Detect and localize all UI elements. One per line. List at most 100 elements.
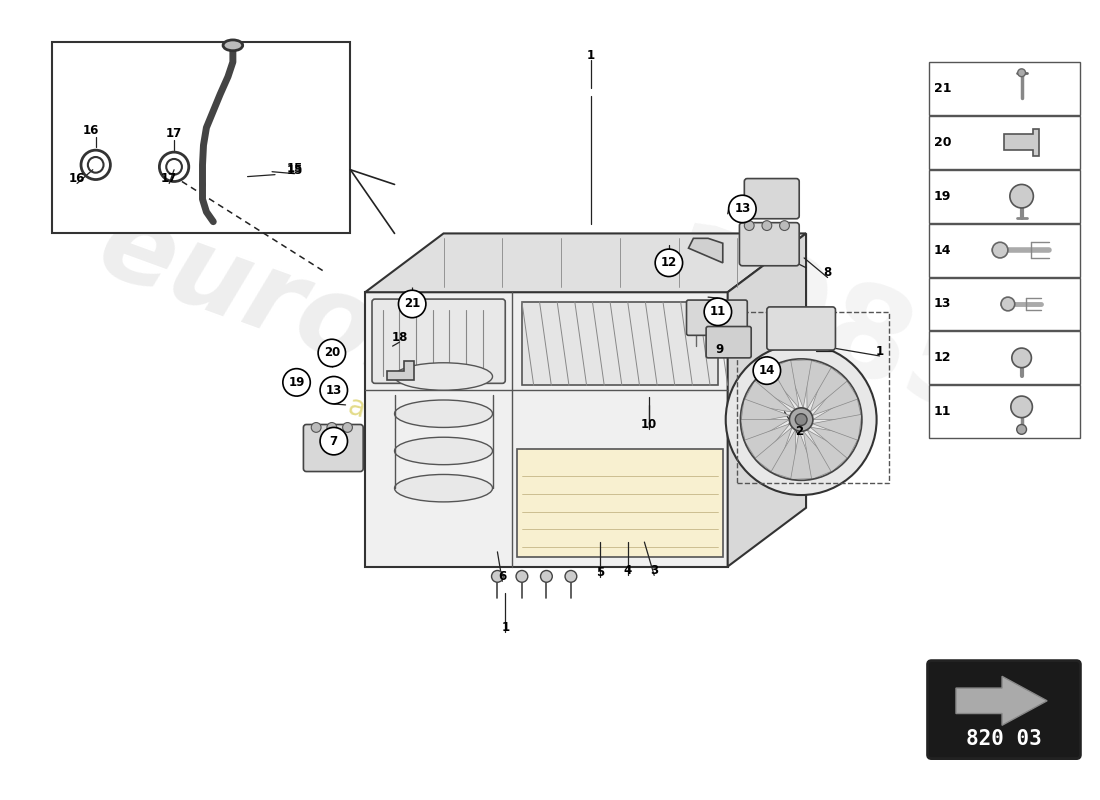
Text: 820 03: 820 03 bbox=[966, 729, 1042, 749]
Circle shape bbox=[1011, 396, 1033, 418]
Text: 21: 21 bbox=[934, 82, 952, 95]
Bar bbox=[928, 170, 1080, 222]
Text: 15: 15 bbox=[287, 164, 304, 178]
Circle shape bbox=[726, 344, 877, 495]
Bar bbox=[52, 42, 351, 234]
FancyBboxPatch shape bbox=[686, 300, 747, 335]
Text: 9: 9 bbox=[716, 342, 724, 355]
Polygon shape bbox=[1004, 129, 1040, 156]
Circle shape bbox=[565, 570, 576, 582]
Text: 14: 14 bbox=[934, 243, 952, 257]
Text: 1: 1 bbox=[876, 345, 883, 358]
Polygon shape bbox=[767, 360, 799, 408]
Circle shape bbox=[790, 408, 813, 431]
Polygon shape bbox=[744, 424, 790, 462]
Bar bbox=[928, 62, 1080, 115]
Text: 13: 13 bbox=[326, 384, 342, 397]
Text: 17: 17 bbox=[161, 172, 177, 185]
Text: 19: 19 bbox=[934, 190, 950, 202]
Polygon shape bbox=[387, 361, 414, 381]
Polygon shape bbox=[812, 414, 861, 440]
FancyBboxPatch shape bbox=[304, 425, 363, 471]
Polygon shape bbox=[812, 377, 858, 415]
Bar bbox=[737, 312, 889, 483]
Text: eurospares: eurospares bbox=[86, 190, 782, 531]
Polygon shape bbox=[740, 399, 790, 425]
Polygon shape bbox=[728, 234, 806, 566]
Circle shape bbox=[780, 221, 790, 230]
Polygon shape bbox=[740, 419, 790, 446]
Polygon shape bbox=[689, 238, 723, 263]
Circle shape bbox=[795, 414, 807, 426]
Circle shape bbox=[398, 290, 426, 318]
Circle shape bbox=[1012, 348, 1032, 368]
Polygon shape bbox=[956, 676, 1047, 726]
FancyBboxPatch shape bbox=[706, 326, 751, 358]
Circle shape bbox=[283, 369, 310, 396]
FancyBboxPatch shape bbox=[745, 178, 800, 218]
Circle shape bbox=[754, 357, 781, 384]
Ellipse shape bbox=[395, 474, 493, 502]
Circle shape bbox=[1018, 69, 1025, 77]
Text: 4: 4 bbox=[624, 564, 631, 577]
FancyBboxPatch shape bbox=[927, 661, 1080, 758]
Polygon shape bbox=[813, 394, 862, 419]
Polygon shape bbox=[751, 367, 795, 410]
FancyBboxPatch shape bbox=[372, 299, 505, 383]
Text: 13: 13 bbox=[734, 202, 750, 215]
Text: 1: 1 bbox=[586, 49, 595, 62]
Polygon shape bbox=[365, 292, 728, 566]
Text: 16: 16 bbox=[82, 124, 99, 137]
Text: 2: 2 bbox=[795, 425, 803, 438]
Circle shape bbox=[1010, 185, 1033, 208]
Circle shape bbox=[320, 427, 348, 455]
Bar bbox=[928, 224, 1080, 277]
Text: 11: 11 bbox=[710, 306, 726, 318]
Ellipse shape bbox=[395, 400, 493, 427]
Bar bbox=[521, 302, 718, 386]
Circle shape bbox=[327, 422, 337, 432]
Polygon shape bbox=[365, 234, 806, 292]
Text: 20: 20 bbox=[934, 136, 952, 149]
Polygon shape bbox=[785, 360, 812, 408]
Ellipse shape bbox=[395, 438, 493, 465]
Text: 21: 21 bbox=[404, 298, 420, 310]
Circle shape bbox=[342, 422, 352, 432]
FancyBboxPatch shape bbox=[767, 307, 836, 350]
Polygon shape bbox=[806, 359, 832, 410]
Circle shape bbox=[516, 570, 528, 582]
Polygon shape bbox=[791, 431, 817, 479]
Text: 20: 20 bbox=[323, 346, 340, 359]
Text: 19: 19 bbox=[288, 376, 305, 389]
FancyBboxPatch shape bbox=[739, 222, 800, 266]
Text: 12: 12 bbox=[661, 256, 676, 270]
Circle shape bbox=[745, 221, 755, 230]
Text: 1: 1 bbox=[502, 621, 509, 634]
Text: 3: 3 bbox=[650, 564, 658, 577]
Text: 11: 11 bbox=[934, 406, 952, 418]
Text: 17: 17 bbox=[166, 127, 183, 140]
Bar bbox=[928, 278, 1080, 330]
Circle shape bbox=[492, 570, 504, 582]
Text: 14: 14 bbox=[759, 364, 775, 377]
Circle shape bbox=[762, 221, 772, 230]
Text: a passion for parts 1985: a passion for parts 1985 bbox=[345, 392, 680, 506]
Circle shape bbox=[540, 570, 552, 582]
Text: 8: 8 bbox=[824, 266, 832, 279]
Text: 18: 18 bbox=[392, 330, 408, 344]
Circle shape bbox=[992, 242, 1008, 258]
Bar bbox=[517, 449, 723, 557]
Circle shape bbox=[1016, 425, 1026, 434]
Text: 7: 7 bbox=[330, 434, 338, 448]
Bar bbox=[928, 331, 1080, 384]
Circle shape bbox=[656, 249, 683, 277]
Text: 6: 6 bbox=[498, 570, 506, 583]
Polygon shape bbox=[742, 381, 792, 412]
Bar bbox=[928, 116, 1080, 169]
Text: 15: 15 bbox=[286, 162, 302, 175]
Text: 16: 16 bbox=[69, 172, 86, 185]
Circle shape bbox=[728, 195, 756, 222]
Text: 13: 13 bbox=[934, 298, 950, 310]
Polygon shape bbox=[811, 365, 848, 412]
Polygon shape bbox=[755, 427, 792, 474]
